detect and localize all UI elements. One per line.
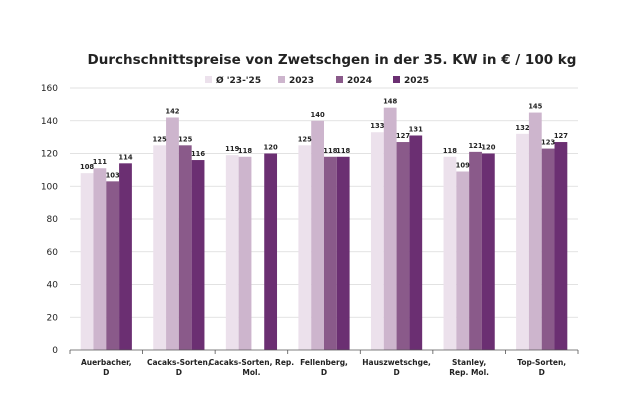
data-label: 145 [528,103,542,111]
y-axis: 0 20 40 60 80 100 120 140 160 [41,84,58,356]
x-tick-label-line: Cacaks-Sorten, [147,358,211,367]
bar [469,151,482,350]
x-tick-label-line: Fellenberg, [300,358,348,367]
bar [528,112,542,350]
data-label: 140 [310,111,324,119]
data-label: 148 [383,98,397,106]
x-tick-label-line: Hauszwetschge, [362,358,431,367]
x-tick-label-line: Rep. Mol. [449,368,489,377]
x-tick-label: Fellenberg, D [300,358,348,377]
y-tick-label: 120 [41,150,58,160]
bar [106,181,120,350]
bar [93,168,107,350]
x-tick-label: Cacaks-Sorten, D [147,358,211,377]
x-tick-label-line: D [103,368,109,377]
data-label: 120 [481,144,495,152]
legend-swatch [393,76,400,83]
legend-label: 2023 [289,76,314,86]
data-label: 120 [264,144,278,152]
x-tick-label: Auerbacher, D [81,358,132,377]
x-tick-label-line: Stanley, [452,358,486,367]
legend-label: 2025 [404,76,429,86]
bar [516,133,529,350]
data-label: 118 [443,147,457,155]
legend-swatch [278,76,285,83]
data-label: 103 [106,171,120,179]
x-tick-label-line: D [539,368,545,377]
bar [238,156,252,350]
data-label: 119 [225,145,239,153]
data-label: 127 [554,132,568,140]
data-label: 131 [409,125,423,133]
data-label: 123 [541,139,555,147]
x-tick-label-line: D [321,368,327,377]
y-tick-label: 100 [41,182,58,192]
data-label: 142 [165,107,179,115]
y-tick-label: 0 [52,346,58,356]
x-tick-label: Hauszwetschge, D [362,358,431,377]
legend: Ø '23-'25 2023 2024 2025 [205,75,429,86]
data-label: 108 [80,163,94,171]
x-tick-label-line: Mol. [242,368,260,377]
data-label: 132 [515,124,529,132]
legend-label: Ø '23-'25 [216,75,261,86]
y-tick-label: 20 [47,313,59,323]
bars [80,107,568,351]
data-label: 121 [468,142,482,150]
y-tick-label: 140 [41,117,58,127]
data-label: 125 [153,135,167,143]
bar [298,145,312,350]
data-label: 118 [238,147,252,155]
bar [119,163,132,350]
y-tick-label: 40 [47,281,59,291]
data-label: 116 [191,150,205,158]
legend-swatch [336,76,343,83]
bar [191,160,205,350]
data-label: 125 [298,135,312,143]
x-tick-label-line: D [176,368,182,377]
bar [336,156,350,350]
bar [383,107,397,351]
data-label: 109 [456,162,470,170]
x-tick-label-line: Top-Sorten, [517,358,566,367]
bar [166,117,179,350]
data-label: 114 [118,153,132,161]
bar [178,145,192,350]
data-label: 125 [178,135,192,143]
x-tick-label-line: D [393,368,399,377]
legend-label: 2024 [347,76,372,86]
y-tick-label: 160 [41,84,58,94]
x-tick-label: Stanley, Rep. Mol. [449,358,489,377]
bar [225,155,239,350]
data-label: 111 [93,158,107,166]
x-tick-label: Cacaks-Sorten, Rep. Mol. [209,358,295,377]
y-tick-label: 60 [47,248,59,258]
bar [409,135,423,350]
bar [264,153,278,350]
bar [311,120,324,350]
bar [396,142,410,350]
bar [370,132,384,350]
bar [324,156,337,350]
x-tick-label-line: Auerbacher, [81,358,132,367]
bar [456,171,470,350]
x-tick-label-line: Cacaks-Sorten, Rep. [209,358,295,367]
data-label: 133 [370,122,384,130]
chart-title: Durchschnittspreise von Zwetschgen in de… [88,52,577,68]
bar [443,156,457,350]
data-label: 118 [323,147,337,155]
bar [481,153,495,350]
x-tick-label: Top-Sorten, D [517,358,566,377]
y-tick-label: 80 [47,215,59,225]
bar [541,148,555,350]
data-label: 118 [336,147,350,155]
bar [153,145,167,350]
data-label: 127 [396,132,410,140]
bar [554,142,568,350]
legend-swatch [205,76,212,83]
bar [80,173,94,350]
